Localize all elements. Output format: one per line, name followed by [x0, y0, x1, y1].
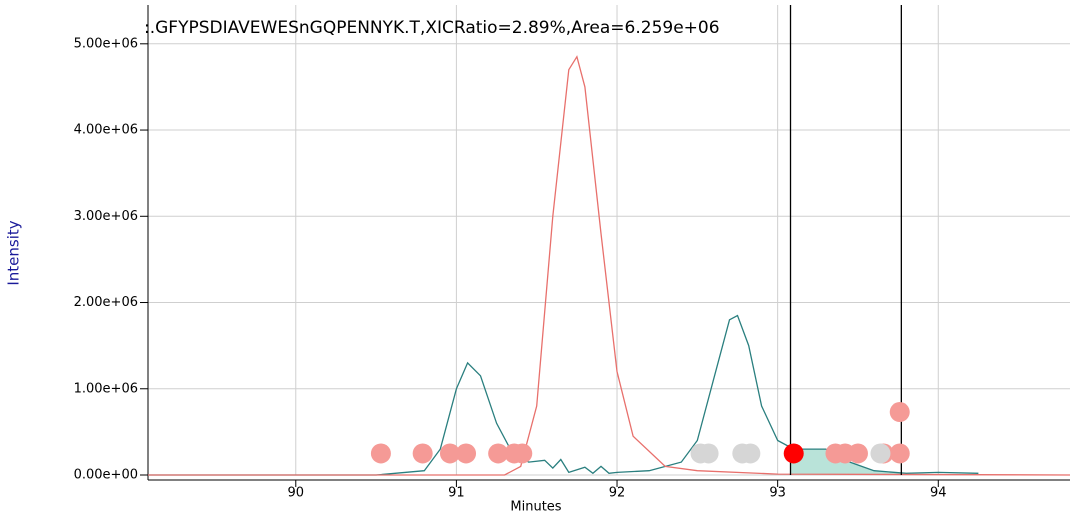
- peak-point: [889, 402, 910, 423]
- peak-point: [456, 443, 477, 464]
- x-tick-label: 91: [448, 486, 465, 501]
- x-tick-label: 92: [609, 486, 626, 501]
- peak-point: [698, 443, 719, 464]
- y-tick-label: 4.00e+06: [74, 123, 138, 138]
- x-tick-label: 90: [288, 486, 305, 501]
- trace-line: [148, 55, 1071, 476]
- y-axis-label: Intensity: [5, 220, 23, 285]
- peak-point: [870, 443, 891, 464]
- peak-point: [512, 443, 533, 464]
- peak-point: [889, 443, 910, 464]
- peak-point: [412, 443, 433, 464]
- peak-point: [370, 443, 391, 464]
- y-tick-label: 5.00e+06: [74, 36, 138, 51]
- y-tick-label: 3.00e+06: [74, 209, 138, 224]
- chart-title: :.GFYPSDIAVEWESnGQPENNYK.T,XICRatio=2.89…: [144, 18, 720, 38]
- trace-line: [148, 314, 979, 476]
- x-axis-label: Minutes: [510, 500, 561, 515]
- peak-point: [488, 443, 509, 464]
- y-tick-label: 1.00e+06: [74, 381, 138, 396]
- y-tick-label: 0.00e+00: [74, 468, 138, 483]
- peak-point: [847, 443, 868, 464]
- x-tick-label: 94: [930, 486, 947, 501]
- peak-point: [439, 443, 460, 464]
- y-tick-label: 2.00e+06: [74, 295, 138, 310]
- x-tick-label: 93: [769, 486, 786, 501]
- peak-point: [783, 443, 804, 464]
- peak-point: [740, 443, 761, 464]
